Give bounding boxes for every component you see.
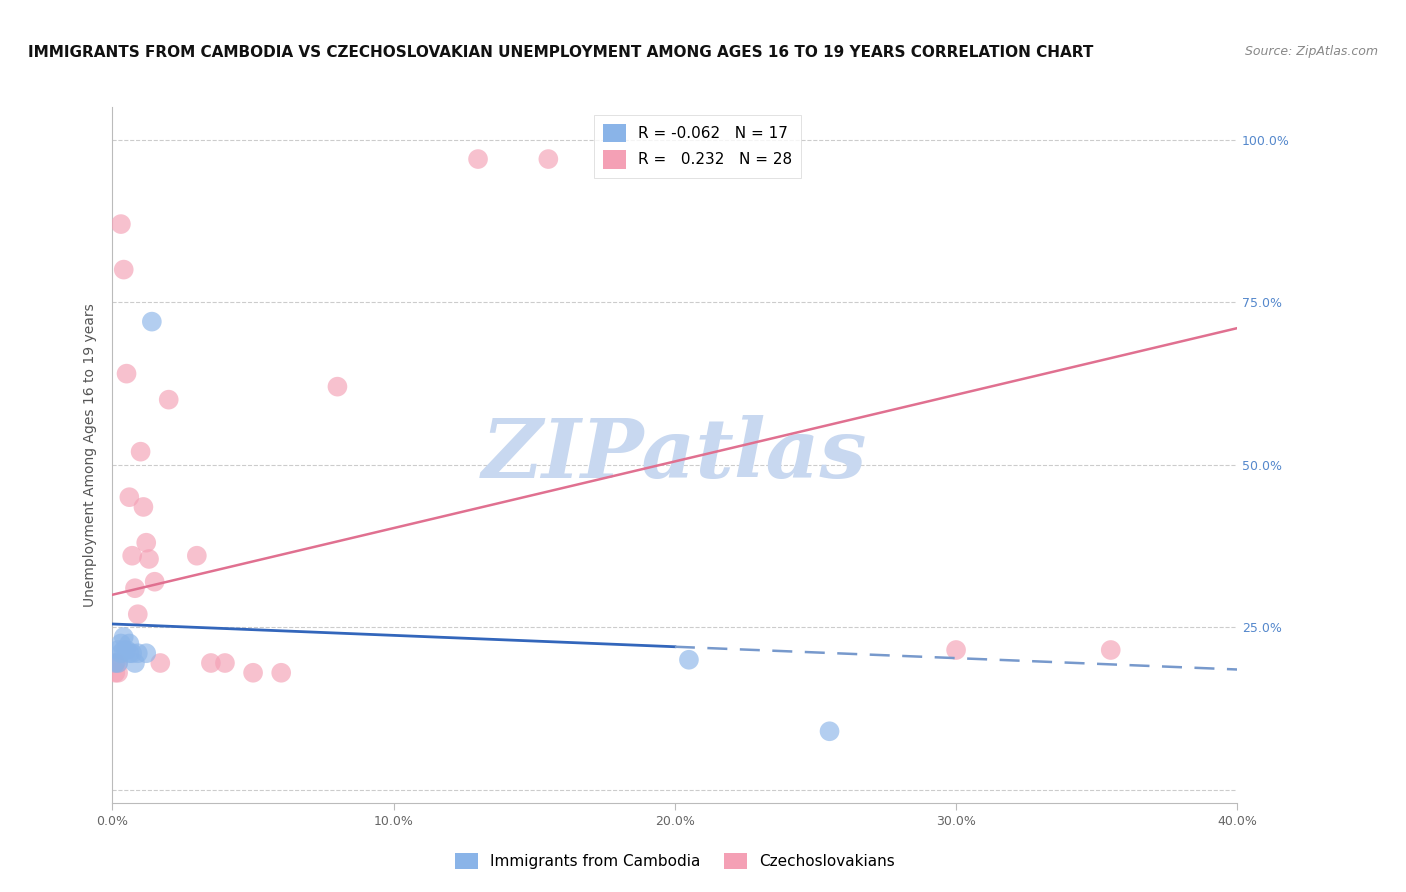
Point — [214, 656, 236, 670]
Point — [104, 665, 127, 680]
Point — [107, 656, 129, 670]
Point — [124, 581, 146, 595]
Point — [467, 152, 489, 166]
Point — [135, 535, 157, 549]
Point — [107, 643, 129, 657]
Point — [110, 646, 132, 660]
Legend: Immigrants from Cambodia, Czechoslovakians: Immigrants from Cambodia, Czechoslovakia… — [449, 847, 901, 875]
Point — [242, 665, 264, 680]
Point — [200, 656, 222, 670]
Point — [270, 665, 292, 680]
Text: ZIPatlas: ZIPatlas — [482, 415, 868, 495]
Point — [1099, 643, 1122, 657]
Point — [127, 646, 149, 660]
Point — [186, 549, 208, 563]
Legend: R = -0.062   N = 17, R =   0.232   N = 28: R = -0.062 N = 17, R = 0.232 N = 28 — [593, 115, 801, 178]
Y-axis label: Unemployment Among Ages 16 to 19 years: Unemployment Among Ages 16 to 19 years — [83, 303, 97, 607]
Point — [115, 643, 138, 657]
Point — [143, 574, 166, 589]
Point — [537, 152, 560, 166]
Point — [157, 392, 180, 407]
Point — [118, 490, 141, 504]
Point — [326, 379, 349, 393]
Point — [678, 653, 700, 667]
Point — [107, 665, 129, 680]
Point — [112, 262, 135, 277]
Point — [110, 217, 132, 231]
Point — [112, 643, 135, 657]
Point — [135, 646, 157, 660]
Point — [141, 315, 163, 329]
Point — [115, 367, 138, 381]
Point — [104, 656, 127, 670]
Point — [132, 500, 155, 514]
Text: IMMIGRANTS FROM CAMBODIA VS CZECHOSLOVAKIAN UNEMPLOYMENT AMONG AGES 16 TO 19 YEA: IMMIGRANTS FROM CAMBODIA VS CZECHOSLOVAK… — [28, 45, 1094, 60]
Point — [129, 444, 152, 458]
Point — [121, 549, 143, 563]
Point — [110, 636, 132, 650]
Point — [818, 724, 841, 739]
Point — [118, 636, 141, 650]
Point — [945, 643, 967, 657]
Point — [149, 656, 172, 670]
Point — [104, 656, 127, 670]
Point — [127, 607, 149, 622]
Point — [107, 656, 129, 670]
Point — [112, 630, 135, 644]
Text: Source: ZipAtlas.com: Source: ZipAtlas.com — [1244, 45, 1378, 58]
Point — [118, 646, 141, 660]
Point — [138, 552, 160, 566]
Point — [124, 656, 146, 670]
Point — [121, 646, 143, 660]
